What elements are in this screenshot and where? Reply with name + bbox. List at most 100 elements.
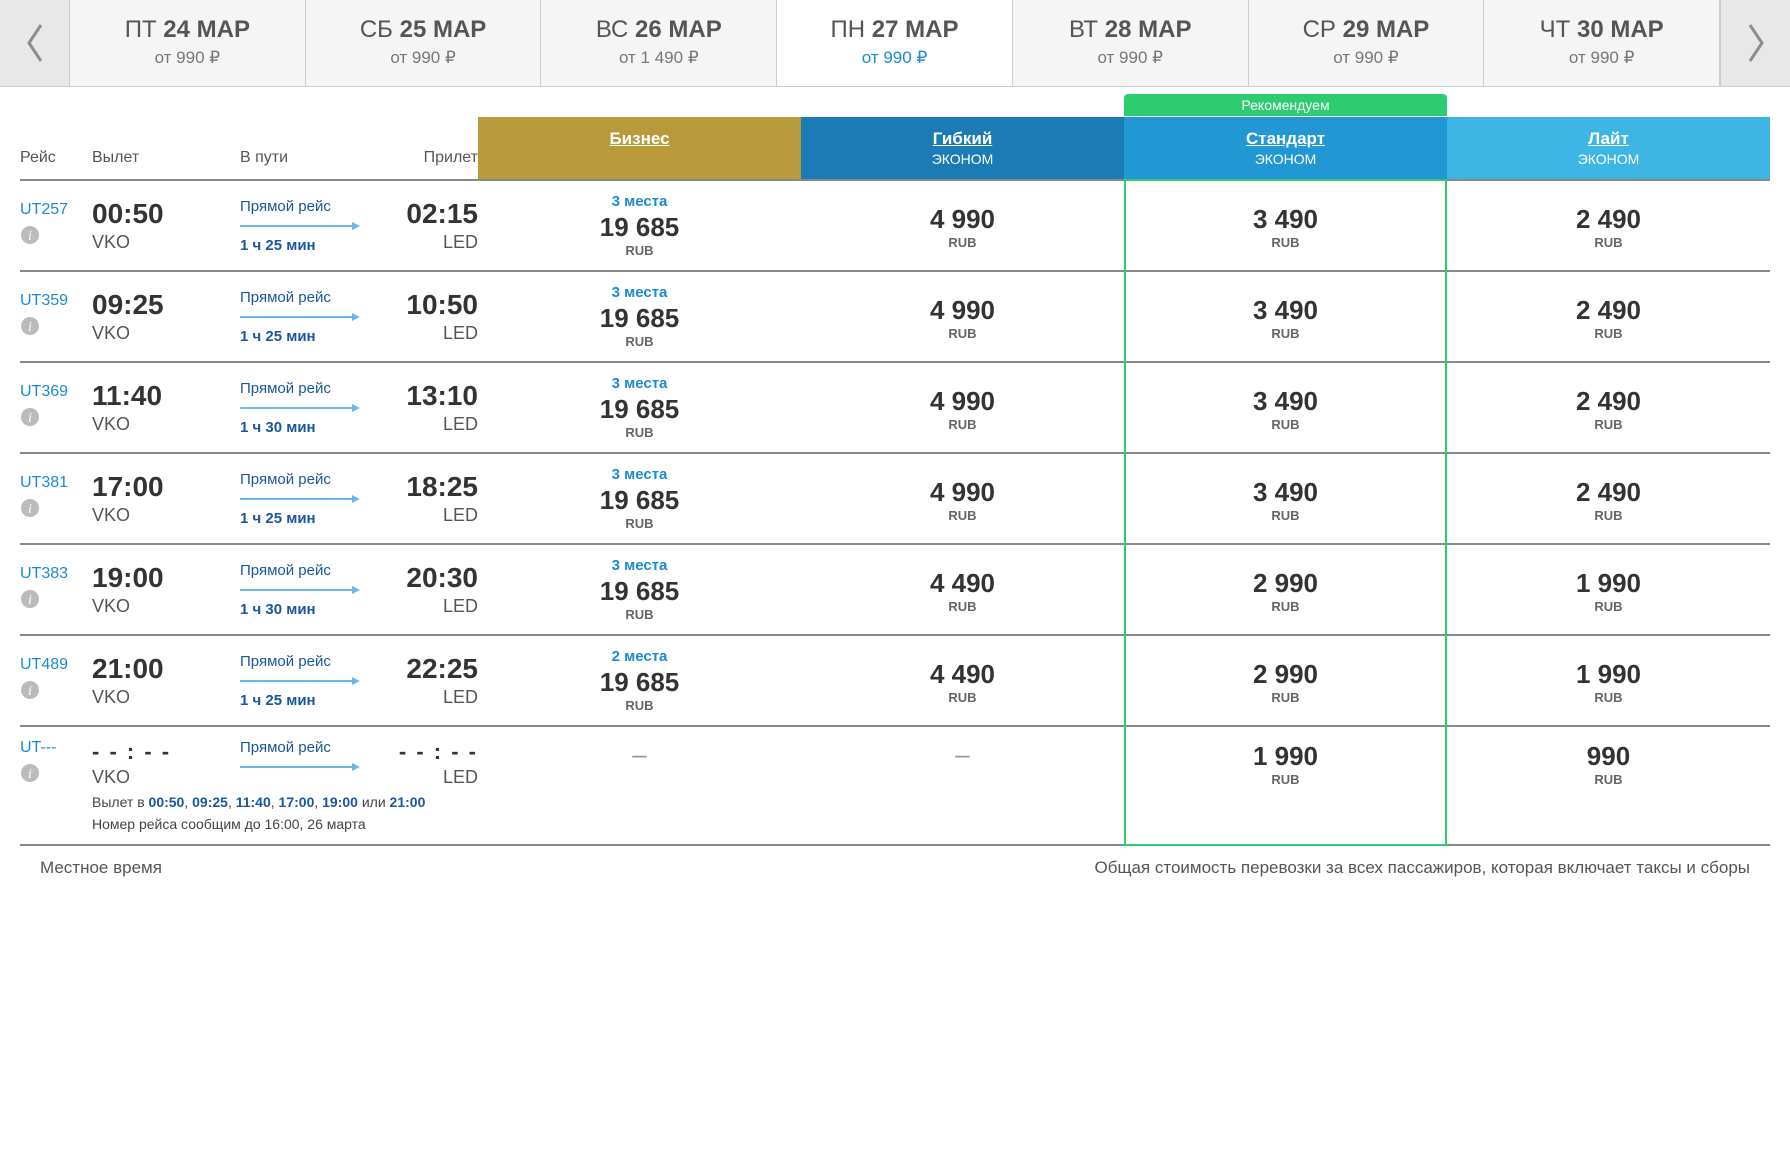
info-icon[interactable]: i	[20, 498, 92, 523]
fare-currency: RUB	[478, 334, 801, 349]
flight-row: UT381 i 17:00 VKO Прямой рейс 1 ч 25 мин…	[20, 452, 1770, 543]
fare-cell-lite[interactable]: 1 990 RUB	[1447, 566, 1770, 614]
fare-cell-std[interactable]: 3 490 RUB	[1124, 384, 1447, 432]
fare-cell-flex[interactable]: 4 490 RUB	[801, 566, 1124, 614]
seats-left: 3 места	[478, 375, 801, 392]
fare-header-std[interactable]: СтандартЭКОНОМ	[1124, 117, 1447, 179]
date-tab-price: от 990 ₽	[314, 48, 533, 68]
fare-cell-flex[interactable]: 4 990 RUB	[801, 475, 1124, 523]
route-arrow-icon	[240, 586, 360, 594]
svg-text:i: i	[28, 684, 32, 699]
flight-number: UT---	[20, 739, 92, 757]
date-tab[interactable]: ЧТ 30 МАР от 990 ₽	[1484, 0, 1720, 86]
fare-cell-biz[interactable]: 3 места 19 685 RUB	[478, 284, 801, 349]
departure-time: 17:00	[92, 471, 240, 503]
info-icon[interactable]: i	[20, 589, 92, 614]
date-tab-label: ВС 26 МАР	[549, 16, 768, 44]
flight-duration: 1 ч 25 мин	[240, 692, 398, 709]
fare-cell-lite[interactable]: 990 RUB	[1447, 739, 1770, 787]
arrival-code: LED	[398, 414, 478, 435]
fare-cell-std[interactable]: 2 990 RUB	[1124, 566, 1447, 614]
route-type: Прямой рейс	[240, 198, 398, 215]
flight-duration: 1 ч 30 мин	[240, 419, 398, 436]
fare-price: 19 685	[478, 303, 801, 334]
fare-cell-std[interactable]: 3 490 RUB	[1124, 293, 1447, 341]
fare-cell-lite[interactable]: 2 490 RUB	[1447, 293, 1770, 341]
fare-cell-biz[interactable]: 2 места 19 685 RUB	[478, 648, 801, 713]
route-arrow-icon	[240, 677, 360, 685]
fare-price: 4 990	[801, 204, 1124, 235]
fare-cell-std[interactable]: 2 990 RUB	[1124, 657, 1447, 705]
fare-cell-biz[interactable]: 3 места 19 685 RUB	[478, 193, 801, 258]
fare-cell-flex[interactable]: 4 990 RUB	[801, 384, 1124, 432]
fare-price: 2 990	[1124, 659, 1447, 690]
fare-price: 1 990	[1124, 741, 1447, 772]
fare-currency: RUB	[1447, 599, 1770, 614]
fare-cell-flex[interactable]: 4 990 RUB	[801, 202, 1124, 250]
fare-cell-lite[interactable]: 1 990 RUB	[1447, 657, 1770, 705]
date-tab[interactable]: ПТ 24 МАР от 990 ₽	[70, 0, 306, 86]
flight-row: UT359 i 09:25 VKO Прямой рейс 1 ч 25 мин…	[20, 270, 1770, 361]
fare-cell-flex[interactable]: 4 990 RUB	[801, 293, 1124, 341]
fare-header-lite[interactable]: ЛайтЭКОНОМ	[1447, 117, 1770, 179]
fare-currency: RUB	[1124, 690, 1447, 705]
fare-currency: RUB	[801, 235, 1124, 250]
date-tab[interactable]: ВТ 28 МАР от 990 ₽	[1013, 0, 1249, 86]
info-icon[interactable]: i	[20, 407, 92, 432]
header-duration: В пути	[240, 149, 398, 179]
date-tab-label: ПТ 24 МАР	[78, 16, 297, 44]
fare-cell-flex[interactable]: 4 490 RUB	[801, 657, 1124, 705]
fare-cell-lite[interactable]: 2 490 RUB	[1447, 202, 1770, 250]
fare-cell-std[interactable]: 3 490 RUB	[1124, 475, 1447, 523]
departure-code: VKO	[92, 414, 240, 435]
fare-header-biz[interactable]: Бизнес	[478, 117, 801, 179]
info-icon[interactable]: i	[20, 680, 92, 705]
fare-cell-std[interactable]: 1 990 RUB	[1124, 739, 1447, 787]
date-prev-button[interactable]	[0, 0, 70, 86]
fare-currency: RUB	[1124, 599, 1447, 614]
date-tab[interactable]: ВС 26 МАР от 1 490 ₽	[541, 0, 777, 86]
info-icon[interactable]: i	[20, 763, 92, 788]
fare-header-flex[interactable]: ГибкийЭКОНОМ	[801, 117, 1124, 179]
fare-currency: RUB	[1124, 235, 1447, 250]
info-icon[interactable]: i	[20, 225, 92, 250]
date-tab[interactable]: СБ 25 МАР от 990 ₽	[306, 0, 542, 86]
fare-price: 19 685	[478, 212, 801, 243]
arrival-time: 13:10	[398, 380, 478, 412]
flight-duration: 1 ч 25 мин	[240, 237, 398, 254]
fare-currency: RUB	[1447, 772, 1770, 787]
date-tab-price: от 1 490 ₽	[549, 48, 768, 68]
departure-time: 00:50	[92, 198, 240, 230]
arrival-code: LED	[398, 767, 478, 788]
fare-currency: RUB	[478, 243, 801, 258]
fare-price: 4 490	[801, 568, 1124, 599]
arrival-time: - - : - -	[398, 739, 478, 765]
open-flight-times: Вылет в 00:50, 09:25, 11:40, 17:00, 19:0…	[92, 794, 478, 810]
fare-price: 4 990	[801, 386, 1124, 417]
fare-price: 19 685	[478, 667, 801, 698]
info-icon[interactable]: i	[20, 316, 92, 341]
fare-price: 3 490	[1124, 477, 1447, 508]
date-tab[interactable]: СР 29 МАР от 990 ₽	[1249, 0, 1485, 86]
fare-cell-lite[interactable]: 2 490 RUB	[1447, 475, 1770, 523]
fare-cell-lite[interactable]: 2 490 RUB	[1447, 384, 1770, 432]
fare-price: 2 490	[1447, 295, 1770, 326]
fare-cell-biz[interactable]: 3 места 19 685 RUB	[478, 466, 801, 531]
departure-time: - - : - -	[92, 739, 240, 765]
date-tab-price: от 990 ₽	[1021, 48, 1240, 68]
open-flight-note: Номер рейса сообщим до 16:00, 26 марта	[92, 816, 478, 832]
fare-cell-biz[interactable]: 3 места 19 685 RUB	[478, 375, 801, 440]
fare-currency: RUB	[478, 516, 801, 531]
departure-code: VKO	[92, 767, 240, 788]
date-next-button[interactable]	[1720, 0, 1790, 86]
fare-cell-biz[interactable]: 3 места 19 685 RUB	[478, 557, 801, 622]
departure-code: VKO	[92, 687, 240, 708]
departure-time: 21:00	[92, 653, 240, 685]
date-tab[interactable]: ПН 27 МАР от 990 ₽	[777, 0, 1013, 86]
route-type: Прямой рейс	[240, 289, 398, 306]
flight-row: UT369 i 11:40 VKO Прямой рейс 1 ч 30 мин…	[20, 361, 1770, 452]
arrival-code: LED	[398, 505, 478, 526]
svg-text:i: i	[28, 320, 32, 335]
fare-price: 19 685	[478, 485, 801, 516]
fare-cell-std[interactable]: 3 490 RUB	[1124, 202, 1447, 250]
